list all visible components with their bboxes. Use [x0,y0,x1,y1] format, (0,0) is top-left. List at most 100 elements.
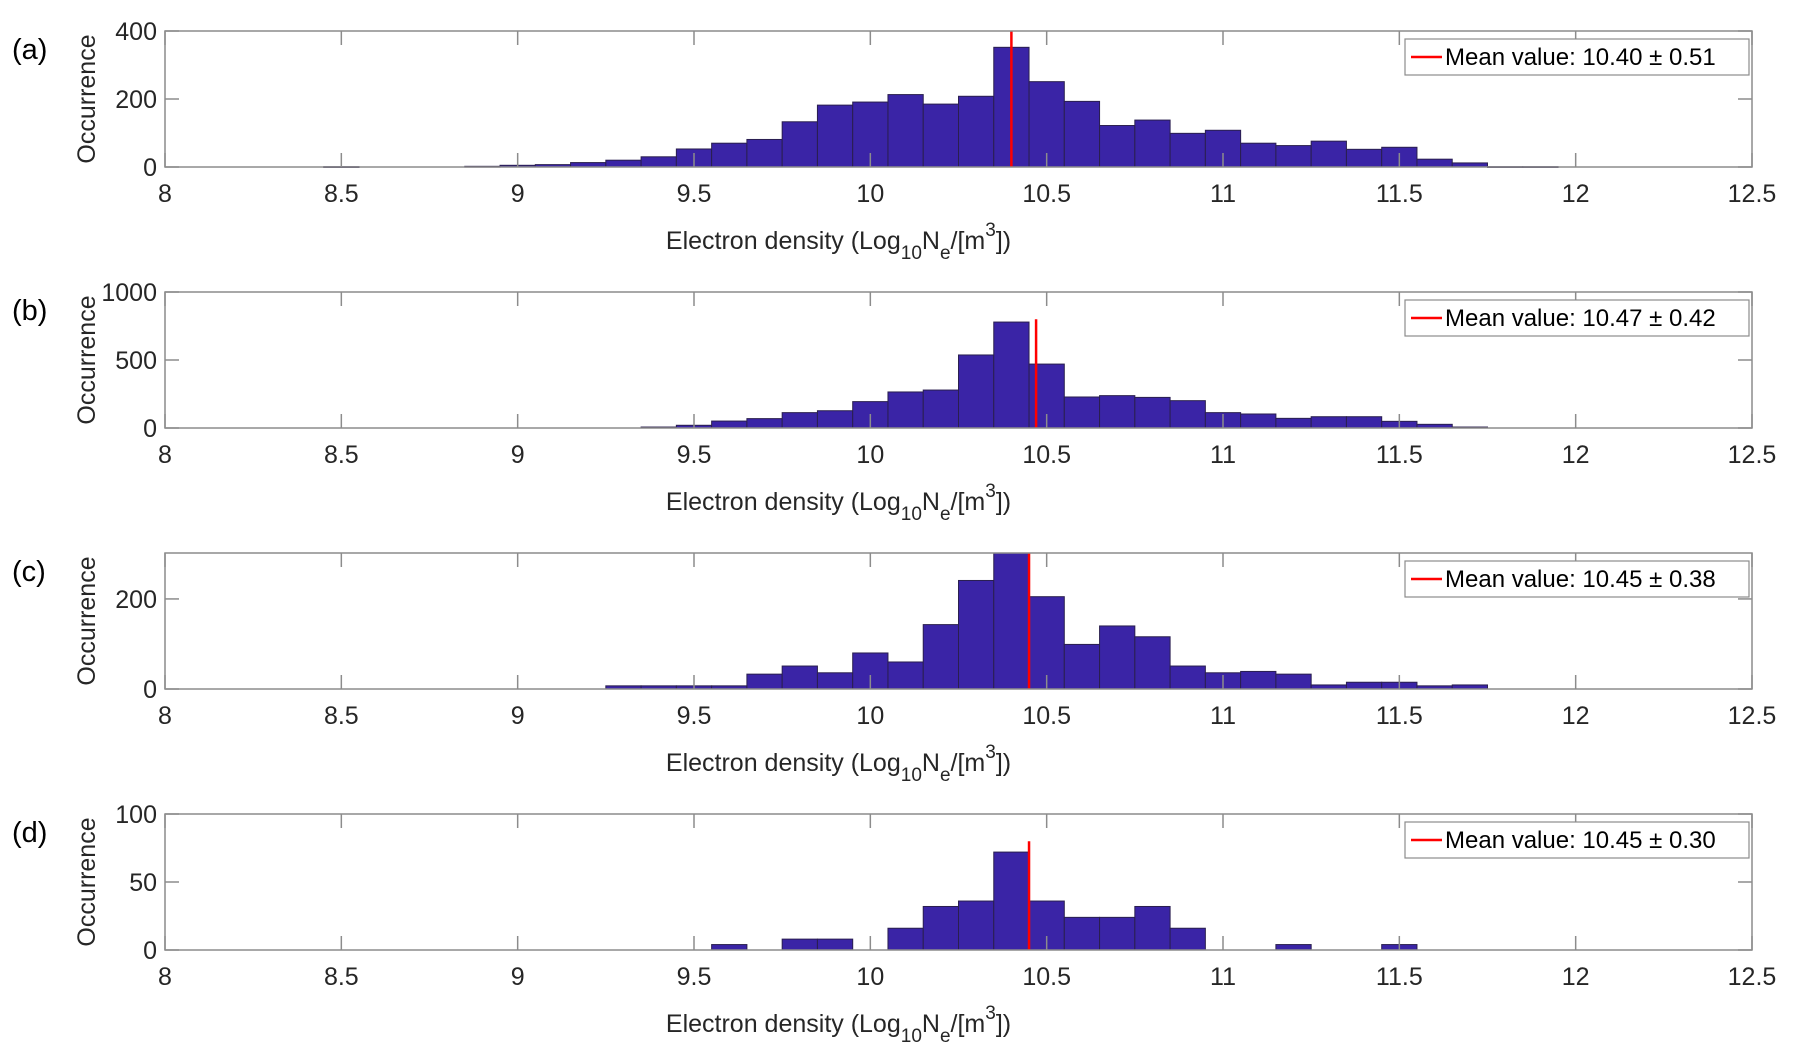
x-axis-label-mid: N [922,488,940,516]
legend: Mean value: 10.47 ± 0.42 [1404,299,1750,337]
histogram-bar [1169,400,1206,429]
axes-frame [164,552,1753,690]
x-axis-label-sub1: 10 [901,504,922,525]
x-tick-label: 12.5 [1728,702,1777,730]
x-tick-label: 8 [158,963,172,991]
x-tick-label: 8.5 [324,180,359,208]
panel-label: (a) [12,34,47,66]
histogram-bar [852,652,889,690]
histogram-bar [1240,413,1277,429]
x-axis-label-end: ]) [996,227,1011,255]
panel-b: 8 8.5 9 9.5 10 10.5 11 11.5 12 12.5 0 500 1000Occurr… [12,279,1776,525]
y-tick-label: 500 [115,347,157,375]
x-axis-label-tail: /[m [951,488,986,516]
x-tick-label: 10.5 [1022,441,1071,469]
y-tick-label: 100 [115,801,157,829]
histogram-bar [781,665,818,690]
histogram-bar [1134,396,1171,429]
x-axis-label-sup: 3 [985,220,996,241]
x-tick-label: 9.5 [677,180,712,208]
x-tick-label: 12 [1562,963,1590,991]
histogram-bar [711,142,748,168]
x-tick-label: 11 [1210,702,1236,730]
histogram-bar [816,104,854,168]
panel-label: (d) [12,817,47,849]
histogram-bar [711,944,748,951]
x-tick-label: 12.5 [1728,441,1777,469]
histogram-bar [887,94,924,168]
histogram-bar [1099,625,1136,690]
histogram-bar [1345,681,1383,690]
panel-d: 8 8.5 9 9.5 10 10.5 11 11.5 12 12.5 0 50 100 Occurren… [12,801,1776,1047]
histogram-bar [993,851,1030,951]
legend: Mean value: 10.45 ± 0.30 [1404,821,1750,859]
histogram-bar [781,412,818,429]
histogram-bar [993,552,1030,690]
histogram-bar [746,673,783,690]
histogram-bar [1275,417,1312,429]
histogram-bar [1169,927,1206,951]
y-axis-label: Occurrence [73,34,101,163]
y-tick-label: 400 [115,18,157,46]
legend-label: Mean value: 10.45 ± 0.30 [1445,827,1716,854]
legend: Mean value: 10.40 ± 0.51 [1404,38,1750,76]
legend-label: Mean value: 10.45 ± 0.38 [1445,566,1716,593]
y-tick-label: 0 [143,154,157,182]
histogram-bar [1063,643,1101,690]
x-tick-label: 9.5 [677,441,712,469]
histogram-bar [1310,140,1347,168]
x-tick-label: 9.5 [677,702,712,730]
x-axis-label-end: ]) [996,1010,1011,1038]
x-tick-label: 12 [1562,702,1590,730]
x-axis-label-sub2: e [940,504,951,525]
x-axis-label: Electron density (Log10Ne/[m3]) [666,481,1011,525]
histogram-bar [1169,132,1206,168]
x-axis-label-main: Electron density (Log [666,1010,901,1038]
x-tick-label: 9 [511,702,525,730]
x-tick-label: 12.5 [1728,180,1777,208]
x-tick-label: 8 [158,702,172,730]
histogram-bar [816,410,854,429]
x-tick-label: 11.5 [1376,963,1423,991]
histogram-bar [640,156,677,168]
x-tick-label: 10 [856,702,884,730]
histogram-bar [1063,100,1101,168]
histogram-bar [746,138,783,168]
x-axis-label-sub1: 10 [901,243,922,264]
x-axis-label-sub2: e [940,243,951,264]
x-axis-label-sub2: e [940,765,951,786]
histogram-bar [1134,636,1171,690]
x-tick-label: 11.5 [1376,441,1423,469]
x-tick-label: 10.5 [1022,180,1071,208]
x-axis-label-sup: 3 [985,742,996,763]
histogram-bar [1416,158,1453,168]
histogram-bar [1345,148,1383,168]
legend: Mean value: 10.45 ± 0.38 [1404,560,1750,598]
panel-label: (b) [12,295,47,327]
x-tick-label: 9 [511,963,525,991]
x-axis-label-sup: 3 [985,1003,996,1024]
histogram-bar [993,321,1030,429]
histogram-bar [958,579,995,690]
histogram-bar [1134,905,1171,951]
x-axis-label-mid: N [922,227,940,255]
x-tick-label: 8.5 [324,441,359,469]
x-axis-label-mid: N [922,749,940,777]
histogram-bar [1275,944,1312,951]
histogram-bar [1169,665,1206,690]
histogram-bar [1345,416,1383,429]
histogram-bar [922,905,960,951]
histogram-bar [816,672,854,690]
x-axis-label: Electron density (Log10Ne/[m3]) [666,742,1011,786]
histogram-bar [1063,396,1101,429]
histogram-bar [958,900,995,951]
histogram-bar [887,927,924,951]
panel-label: (c) [12,556,46,588]
histogram-bar [816,938,854,951]
histogram-bar [605,159,642,168]
histogram-bar [1310,416,1347,429]
histogram-bar [1099,125,1136,168]
histogram-bar [1099,916,1136,951]
histogram-bar [1099,395,1136,429]
